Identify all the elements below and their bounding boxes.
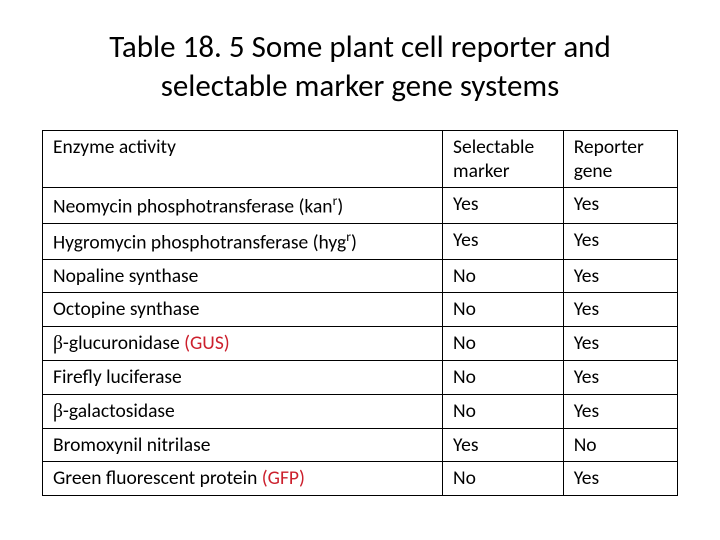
enzyme-cell: Hygromycin phosphotransferase (hygr) (43, 224, 443, 260)
enzyme-cell: Nopaline synthase (43, 260, 443, 293)
sel-cell: No (443, 361, 564, 394)
enzyme-cell: Octopine synthase (43, 293, 443, 326)
rep-cell: Yes (563, 188, 677, 224)
rep-cell: Yes (563, 293, 677, 326)
table-row: Bromoxynil nitrilase Yes No (43, 428, 678, 461)
table-header-row: Enzyme activity Selectable marker Report… (43, 130, 678, 188)
enzyme-cell: Green fluorescent protein (GFP) (43, 462, 443, 495)
table-row: Nopaline synthase No Yes (43, 260, 678, 293)
sel-cell: Yes (443, 188, 564, 224)
rep-cell: Yes (563, 224, 677, 260)
rep-cell: Yes (563, 361, 677, 394)
header-enzyme: Enzyme activity (43, 130, 443, 188)
table-row: Green fluorescent protein (GFP) No Yes (43, 462, 678, 495)
sel-cell: No (443, 260, 564, 293)
rep-cell: Yes (563, 260, 677, 293)
enzyme-cell: β-galactosidase (43, 394, 443, 428)
header-selectable: Selectable marker (443, 130, 564, 188)
sel-cell: Yes (443, 428, 564, 461)
rep-cell: Yes (563, 394, 677, 428)
page-title: Table 18. 5 Some plant cell reporter and… (42, 28, 678, 106)
table-row: β-galactosidase No Yes (43, 394, 678, 428)
title-line-2: selectable marker gene systems (161, 67, 560, 105)
enzyme-cell: Firefly luciferase (43, 361, 443, 394)
table-row: Firefly luciferase No Yes (43, 361, 678, 394)
marker-gene-table: Enzyme activity Selectable marker Report… (42, 130, 678, 496)
table-row: Neomycin phosphotransferase (kanr) Yes Y… (43, 188, 678, 224)
title-line-1: Table 18. 5 Some plant cell reporter and (109, 28, 611, 66)
rep-cell: Yes (563, 326, 677, 360)
rep-cell: Yes (563, 462, 677, 495)
enzyme-cell: β-glucuronidase (GUS) (43, 326, 443, 360)
sel-cell: No (443, 293, 564, 326)
enzyme-cell: Neomycin phosphotransferase (kanr) (43, 188, 443, 224)
sel-cell: No (443, 462, 564, 495)
table-row: β-glucuronidase (GUS) No Yes (43, 326, 678, 360)
sel-cell: Yes (443, 224, 564, 260)
enzyme-cell: Bromoxynil nitrilase (43, 428, 443, 461)
sel-cell: No (443, 394, 564, 428)
table-row: Hygromycin phosphotransferase (hygr) Yes… (43, 224, 678, 260)
header-reporter: Reporter gene (563, 130, 677, 188)
sel-cell: No (443, 326, 564, 360)
rep-cell: No (563, 428, 677, 461)
table-row: Octopine synthase No Yes (43, 293, 678, 326)
